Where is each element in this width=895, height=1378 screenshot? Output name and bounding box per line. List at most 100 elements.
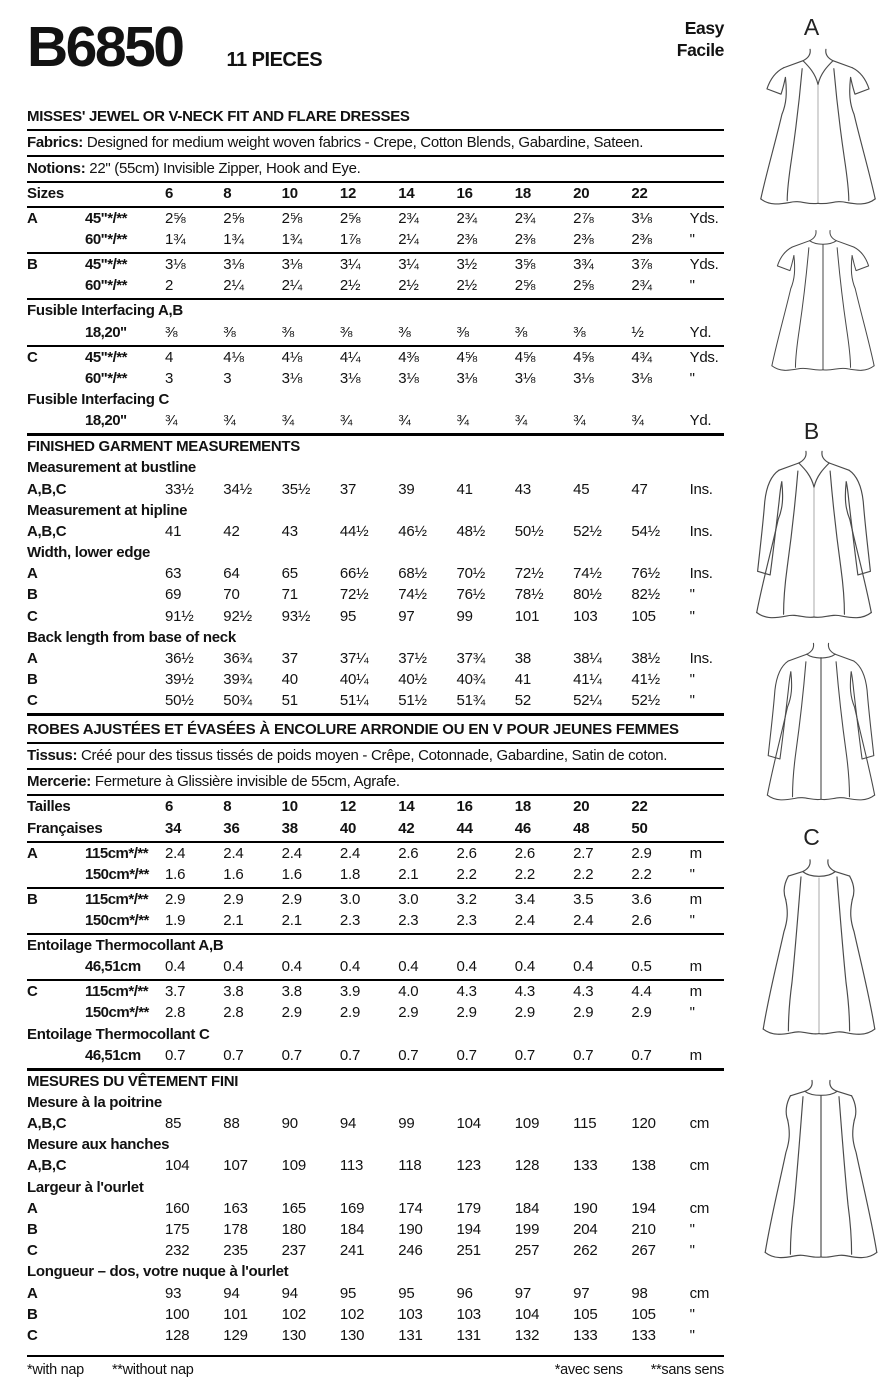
row-label: C [27,348,38,366]
difficulty-rating: Easy Facile [677,18,725,62]
dress-outline-path [756,450,872,619]
table-section-row: Back length from base of neck [27,627,724,648]
cell-value: ⅜ [223,323,236,341]
table-row: C 115cm*/** 3.7 3.8 3.8 3.9 4.0 4.3 4.3 4.3 4.4 m [27,981,724,1002]
cell-value: 97 [398,607,415,625]
cell-value: 241 [339,1242,365,1260]
cell-value: 2.2 [631,865,652,883]
dress-c-back-illustration [758,1066,884,1284]
tissus-label: Tissus: [27,747,78,765]
cell-value: 95 [339,1284,357,1302]
cell-value: 2¼ [223,277,244,295]
cell-value: 68½ [398,565,427,583]
cell-value: 2.3 [339,911,361,929]
row-label: A,B,C [27,1115,67,1133]
cell-value: 2.3 [398,911,419,929]
unit-label: Yd. [689,323,712,341]
cell-value: 103 [398,1305,423,1323]
cell-value: 37½ [398,650,427,667]
cell-value: 129 [223,1326,248,1344]
cell-value: 37 [281,650,298,667]
row-sublabel: 60"*/** [85,277,127,295]
cell-value: 2½ [339,277,361,295]
cell-value: 2½ [456,277,477,295]
cell-value: 99 [456,607,473,625]
cell-value: 257 [514,1242,540,1260]
cell-value: 3½ [456,256,477,274]
cell-value: 38 [281,819,298,837]
cell-value: 46½ [398,522,427,540]
cell-value: 4.4 [631,983,652,1001]
table-row: A,B,C 33½ 34½ 35½ 37 39 41 43 45 47 Ins. [27,479,724,500]
unit-label: cm [689,1115,710,1133]
row-sublabel: 150cm*/** [85,865,149,883]
pattern-number: B6850 [27,15,185,79]
footer-french: *avec sens **sans sens [555,1362,725,1378]
cell-value: 4⅜ [398,348,419,366]
cell-value: ¾ [165,412,178,430]
cell-value: 2.9 [456,1004,477,1022]
cell-value: 160 [165,1199,190,1217]
section-label: Entoilage Thermocollant C [27,1025,210,1043]
row-sublabel: 18,20" [85,412,127,430]
table-row: Tailles 6 8 10 12 14 16 18 20 22 [27,796,724,817]
cell-value: 2⅞ [573,210,594,227]
section-label: Longueur – dos, votre nuque à l'ourlet [27,1263,289,1281]
cell-value: 1⅞ [339,231,361,249]
cell-value: 65 [281,565,298,583]
cell-value: 0.4 [573,958,594,976]
row-label: B [27,586,38,604]
cell-value: 130 [281,1326,307,1344]
row-label: Tailles [27,798,71,816]
cell-value: 0.7 [223,1046,244,1064]
cell-value: 38¼ [573,650,602,667]
row-sublabel: 60"*/** [85,231,127,249]
cell-value: 4¾ [631,348,652,366]
dress-b-back-illustration [758,640,884,816]
cell-value: 70 [223,586,240,604]
cell-value: 54½ [631,522,660,540]
tissus-row: Tissus: Créé pour des tissus tissés de p… [27,744,724,771]
cell-value: 52½ [573,522,602,540]
table-row: A,B,C 41 42 43 44½ 46½ 48½ 50½ 52½ 54½ Ins. [27,521,724,542]
cell-value: 98 [631,1284,648,1302]
cell-value: 40¾ [456,671,486,689]
cell-value: 4.3 [514,983,536,1001]
cell-value: 105 [631,1305,656,1323]
cell-value: 115 [573,1115,597,1133]
cell-value: 20 [573,185,590,202]
cell-value: 2.6 [456,844,477,862]
cell-value: 39¾ [223,671,252,689]
cell-value: 76½ [631,565,660,583]
cell-value: 131 [398,1326,423,1344]
cell-value: 45 [573,480,590,498]
table-row: C 128 129 130 130 131 131 132 133 133 " [27,1325,724,1346]
cell-value: 0.5 [631,958,652,976]
table-row: A 63 64 65 66½ 68½ 70½ 72½ 74½ 76½ Ins. [27,563,724,584]
pattern-envelope-back: B6850 11 PIECES Easy Facile MISSES' JEWEL… [27,14,884,1378]
row-label: A,B,C [27,480,67,498]
cell-value: 2.9 [631,1004,652,1022]
cell-value: 123 [456,1157,481,1175]
cell-value: 4.0 [398,983,419,1001]
cell-value: 2¾ [514,210,536,227]
cell-value: 3.4 [514,890,536,908]
table-row: A 45"*/** 2⅝ 2⅝ 2⅝ 2⅝ 2¾ 2¾ 2¾ 2⅞ 3⅛ Yds. [27,208,724,229]
table-row: 150cm*/** 2.8 2.8 2.9 2.9 2.9 2.9 2.9 2.9 2.9 " [27,1002,724,1023]
cell-value: ¾ [223,412,236,430]
unit-label: " [689,231,695,249]
cell-value: 0.4 [339,958,361,976]
cell-value: 94 [339,1115,357,1133]
cell-value: 169 [339,1199,365,1217]
cell-value: 80½ [573,586,602,604]
section-label: Fusible Interfacing C [27,390,170,408]
unit-label: m [689,890,703,908]
cell-value: 42 [398,819,415,837]
cell-value: 102 [281,1305,307,1323]
cell-value: 113 [339,1157,364,1175]
cell-value: ⅜ [281,323,295,341]
cell-value: 39½ [165,671,194,689]
cell-value: 267 [631,1242,656,1260]
unit-label: Ins. [689,565,713,583]
cell-value: 104 [165,1157,190,1175]
